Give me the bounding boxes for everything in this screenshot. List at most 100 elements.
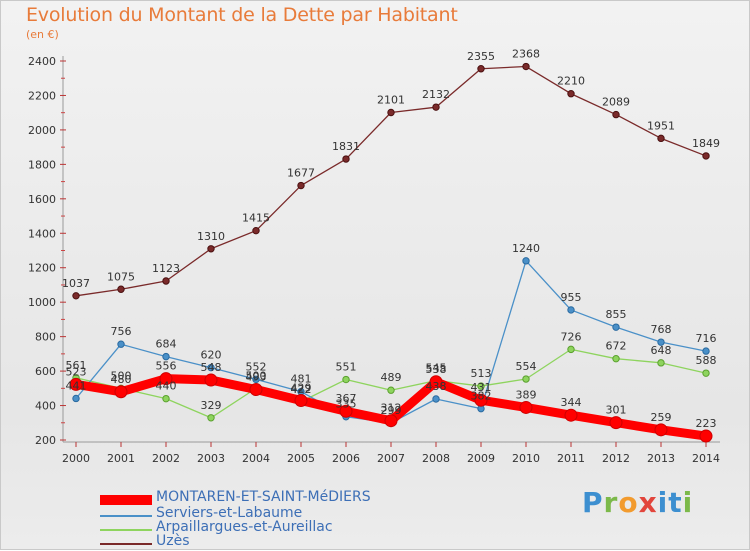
data-point: [567, 90, 575, 98]
y-tick-label: 1000: [28, 296, 56, 309]
data-label: 1415: [242, 212, 270, 225]
data-point: [162, 277, 170, 285]
data-label: 422: [291, 383, 312, 396]
data-point: [72, 292, 80, 300]
legend-label: Arpaillargues-et-Aureillac: [156, 519, 333, 535]
data-label: 329: [201, 399, 222, 412]
data-label: 545: [426, 362, 447, 375]
data-label: 1310: [197, 230, 225, 243]
data-point: [564, 408, 578, 422]
data-point: [114, 385, 128, 399]
data-point: [207, 363, 215, 372]
data-point: [522, 375, 530, 383]
data-point: [339, 404, 353, 418]
data-point: [702, 347, 710, 355]
data-label: 1037: [62, 277, 90, 290]
data-point: [567, 345, 575, 354]
data-label: 768: [651, 323, 672, 336]
y-tick-label: 2200: [28, 89, 56, 102]
data-label: 2368: [512, 48, 540, 61]
data-point: [612, 110, 620, 119]
data-label: 259: [651, 411, 672, 424]
data-label: 480: [111, 373, 132, 386]
data-label: 1240: [512, 242, 540, 255]
data-label: 2101: [377, 94, 405, 107]
y-tick-label: 2000: [28, 124, 56, 137]
legend-label: Uzès: [156, 533, 190, 549]
y-tick-label: 600: [35, 365, 56, 378]
y-tick-label: 1600: [28, 193, 56, 206]
x-tick-label: 2011: [557, 452, 585, 465]
data-label: 588: [696, 354, 717, 367]
data-point: [162, 394, 170, 403]
y-tick-label: 800: [35, 331, 56, 344]
data-point: [69, 377, 83, 391]
data-label: 1123: [152, 262, 180, 275]
y-tick-label: 200: [35, 434, 56, 447]
data-label: 955: [561, 291, 582, 304]
data-label: 1849: [692, 137, 720, 150]
data-point: [474, 393, 488, 407]
data-point: [249, 383, 263, 397]
data-label: 312: [381, 402, 402, 415]
data-label: 301: [606, 404, 627, 417]
data-point: [429, 375, 443, 389]
x-tick-label: 2012: [602, 452, 630, 465]
x-tick-label: 2007: [377, 452, 405, 465]
data-label: 556: [156, 360, 177, 373]
data-point: [519, 400, 533, 414]
data-point: [657, 359, 665, 367]
data-label: 1677: [287, 167, 315, 180]
data-label: 554: [516, 360, 537, 373]
x-tick-label: 2010: [512, 452, 540, 465]
data-label: 551: [336, 361, 357, 374]
data-label: 756: [111, 325, 132, 338]
data-point: [654, 423, 668, 437]
data-label: 1831: [332, 140, 360, 153]
legend-label: MONTAREN-ET-SAINT-MéDIERS: [156, 489, 371, 505]
data-point: [567, 306, 575, 314]
x-tick-label: 2009: [467, 452, 495, 465]
data-label: 1951: [647, 119, 675, 132]
x-tick-label: 2014: [692, 452, 720, 465]
data-point: [609, 416, 623, 430]
y-tick-label: 1200: [28, 262, 56, 275]
y-tick-label: 1800: [28, 158, 56, 171]
data-label: 500: [111, 369, 132, 382]
data-label: 523: [66, 365, 87, 378]
data-point: [207, 414, 215, 422]
data-label: 431: [471, 381, 492, 394]
data-label: 500: [246, 369, 267, 382]
data-point: [612, 323, 620, 331]
data-point: [699, 429, 713, 443]
data-label: 493: [246, 371, 267, 384]
data-point: [159, 372, 173, 386]
legend-swatch: [100, 495, 152, 505]
data-point: [297, 181, 305, 190]
data-point: [522, 257, 530, 265]
brand-logo: Proxiti: [582, 486, 694, 519]
data-label: 716: [696, 332, 717, 345]
data-label: 438: [426, 380, 447, 393]
data-point: [252, 375, 260, 384]
data-point: [207, 245, 215, 253]
data-label: 344: [561, 396, 582, 409]
x-tick-label: 2001: [107, 452, 135, 465]
data-point: [252, 226, 260, 235]
data-point: [702, 152, 710, 160]
x-tick-label: 2013: [647, 452, 675, 465]
x-tick-label: 2002: [152, 452, 180, 465]
legend-swatch: [100, 543, 152, 545]
legend-swatch: [100, 529, 152, 531]
data-point: [387, 108, 395, 117]
x-tick-label: 2006: [332, 452, 360, 465]
chart-subtitle: (en €): [26, 28, 59, 41]
data-point: [117, 285, 125, 293]
x-tick-label: 2008: [422, 452, 450, 465]
data-point: [522, 62, 530, 71]
data-label: 2210: [557, 75, 585, 88]
data-label: 441: [66, 379, 87, 392]
data-label: 672: [606, 340, 627, 353]
